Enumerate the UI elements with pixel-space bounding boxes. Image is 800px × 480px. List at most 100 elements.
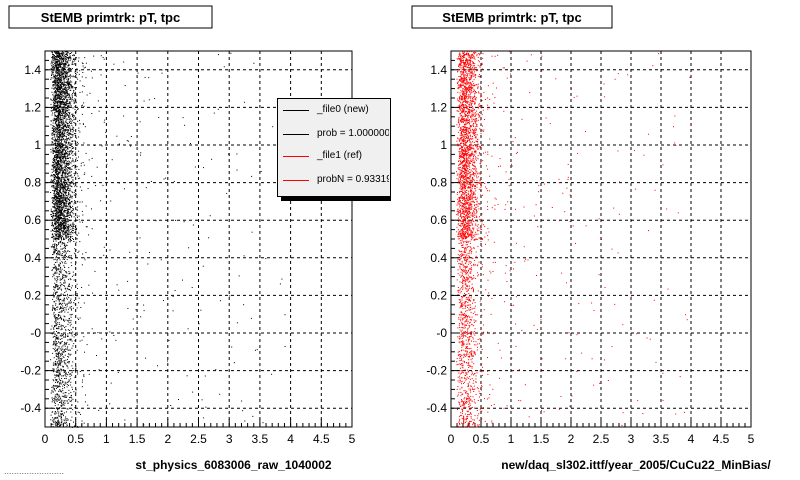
scatter-point: [62, 380, 64, 382]
scatter-point: [53, 214, 55, 216]
scatter-point: [50, 181, 52, 182]
scatter-point: [123, 61, 125, 63]
y-tick-label: 0.2: [430, 288, 447, 302]
scatter-point: [55, 341, 57, 342]
scatter-point: [57, 168, 59, 170]
scatter-point: [94, 270, 96, 272]
scatter-point: [69, 121, 70, 123]
scatter-point: [61, 96, 63, 98]
scatter-point: [64, 54, 66, 56]
scatter-point: [60, 421, 62, 423]
scatter-point: [60, 76, 62, 78]
scatter-point: [64, 223, 66, 225]
scatter-point: [68, 142, 70, 144]
scatter-point: [75, 249, 77, 251]
scatter-point: [55, 226, 57, 228]
scatter-point: [60, 188, 61, 190]
scatter-point: [67, 59, 69, 61]
scatter-point: [70, 128, 72, 130]
scatter-point: [55, 119, 57, 120]
scatter-point: [65, 182, 67, 183]
scatter-point: [60, 237, 62, 238]
scatter-point: [54, 377, 56, 379]
scatter-point: [53, 174, 55, 176]
scatter-point: [60, 134, 62, 135]
scatter-point: [62, 199, 64, 201]
scatter-point: [70, 233, 72, 235]
scatter-point: [70, 206, 71, 208]
scatter-point: [61, 328, 63, 330]
scatter-point: [59, 240, 61, 242]
scatter-point: [53, 134, 55, 135]
scatter-point: [58, 89, 60, 90]
scatter-point: [64, 187, 66, 189]
scatter-point: [54, 309, 55, 311]
scatter-point: [63, 400, 65, 402]
scatter-point: [54, 290, 56, 292]
scatter-point: [70, 175, 72, 177]
scatter-point: [71, 258, 73, 260]
scatter-point: [52, 167, 54, 168]
scatter-point: [65, 416, 67, 418]
scatter-point: [51, 223, 53, 225]
scatter-point: [198, 239, 200, 240]
scatter-point: [59, 62, 61, 63]
scatter-point: [67, 208, 69, 210]
scatter-point: [55, 51, 57, 53]
scatter-point: [55, 118, 57, 120]
scatter-point: [74, 253, 76, 255]
scatter-point: [60, 364, 62, 366]
scatter-point: [68, 70, 70, 72]
scatter-point: [59, 172, 60, 173]
scatter-point: [53, 151, 55, 153]
scatter-point: [54, 265, 56, 267]
scatter-point: [57, 361, 59, 363]
scatter-point: [61, 61, 63, 63]
scatter-point: [64, 160, 66, 162]
scatter-point: [60, 197, 62, 198]
scatter-point: [59, 87, 61, 89]
scatter-point: [54, 105, 56, 106]
scatter-point: [81, 210, 83, 212]
scatter-point: [71, 372, 73, 374]
scatter-point: [57, 348, 59, 350]
scatter-point: [56, 349, 58, 351]
scatter-point: [50, 419, 52, 421]
scatter-point: [75, 87, 77, 88]
scatter-point: [58, 217, 60, 219]
scatter-point: [66, 408, 68, 410]
scatter-point: [59, 299, 60, 301]
scatter-point: [63, 83, 65, 85]
scatter-point: [51, 401, 53, 403]
scatter-point: [57, 112, 59, 114]
scatter-point: [76, 110, 78, 112]
scatter-point: [58, 53, 60, 55]
scatter-point: [68, 56, 70, 58]
scatter-point: [58, 123, 60, 125]
scatter-point: [56, 309, 58, 311]
scatter-point: [70, 255, 72, 257]
scatter-point: [70, 391, 72, 393]
scatter-point: [53, 109, 55, 111]
scatter-point: [52, 164, 54, 166]
scatter-point: [60, 317, 62, 319]
scatter-point: [71, 113, 73, 115]
scatter-point: [61, 302, 63, 304]
scatter-point: [64, 216, 66, 218]
scatter-point: [72, 114, 74, 116]
scatter-point: [72, 140, 74, 142]
scatter-point: [57, 108, 59, 110]
scatter-point: [59, 110, 61, 112]
scatter-point: [53, 384, 54, 386]
scatter-point: [58, 196, 60, 198]
scatter-point: [54, 307, 56, 309]
scatter-point: [52, 74, 54, 76]
scatter-point: [59, 112, 61, 114]
scatter-point: [53, 240, 54, 242]
scatter-point: [64, 65, 66, 67]
scatter-point: [65, 107, 67, 108]
scatter-point: [85, 226, 87, 228]
scatter-point: [63, 73, 65, 75]
scatter-point: [66, 287, 68, 289]
scatter-point: [63, 63, 65, 65]
